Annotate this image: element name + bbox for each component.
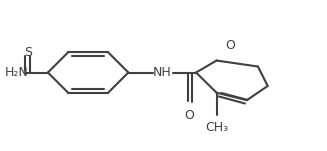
Text: H₂N: H₂N (5, 66, 29, 79)
Text: S: S (24, 46, 32, 59)
Text: O: O (185, 109, 195, 122)
Text: NH: NH (153, 66, 172, 79)
Text: O: O (226, 39, 235, 51)
Text: CH₃: CH₃ (205, 121, 228, 134)
